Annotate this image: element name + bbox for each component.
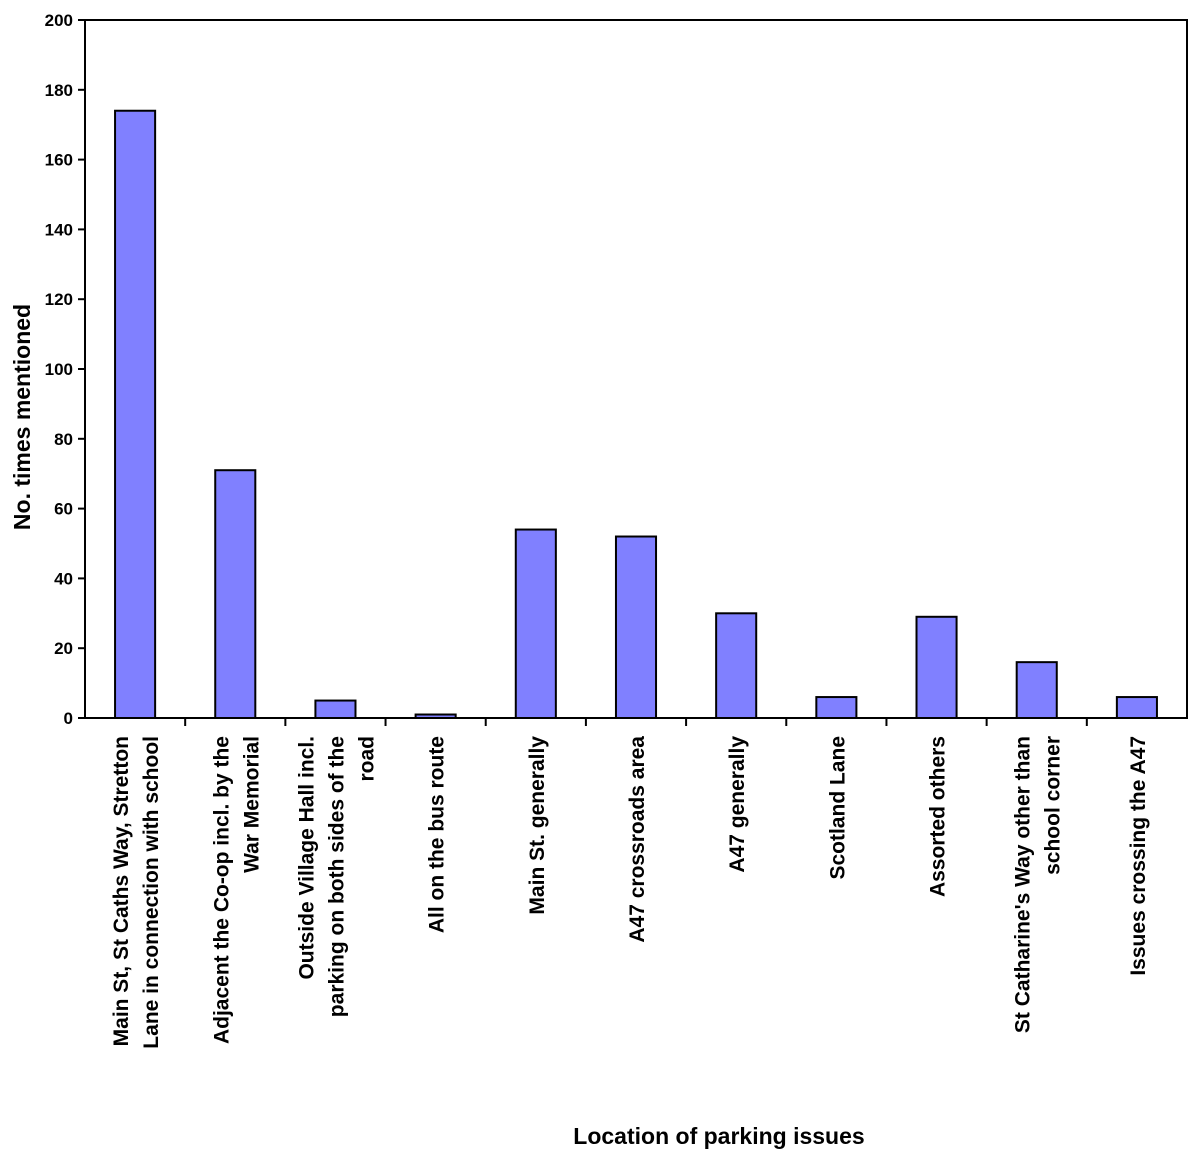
y-axis: 0 20 40 60 80 100 120 140 160 180 200 (45, 11, 85, 728)
bar (815, 696, 858, 719)
y-tick-label: 120 (45, 290, 73, 309)
category-label: school corner (1042, 736, 1065, 875)
bar (1115, 696, 1158, 719)
category-labels: Main St, St Caths Way, Stretton Lane in c… (110, 736, 1150, 1049)
category-label: War Memorial (240, 736, 263, 873)
bar (314, 699, 357, 719)
y-tick-label: 180 (45, 81, 73, 100)
category-label: road (355, 736, 378, 782)
category-label: A47 generally (726, 736, 749, 873)
bar (214, 469, 257, 719)
bar (915, 615, 958, 719)
bar (614, 535, 658, 720)
y-tick-label: 20 (54, 639, 73, 658)
y-tick-label: 100 (45, 360, 73, 379)
category-label: St Catharine's Way other than (1012, 736, 1035, 1033)
y-tick-label: 40 (54, 569, 73, 588)
category-label: A47 crossroads area (626, 736, 649, 943)
category-label: Adjacent the Co-op incl. by the (210, 736, 233, 1044)
bar (715, 612, 758, 719)
category-label: Assorted others (927, 736, 950, 897)
bars (114, 109, 1158, 720)
y-tick-label: 140 (45, 220, 73, 239)
x-axis (184, 718, 1088, 726)
category-label: Outside Village Hall incl. (295, 736, 318, 980)
category-label: Scotland Lane (826, 736, 849, 880)
y-tick-label: 160 (45, 151, 73, 170)
y-tick-label: 200 (45, 11, 73, 30)
category-label: Main St. generally (526, 736, 549, 915)
category-label: Lane in connection with school (140, 736, 163, 1049)
category-label: All on the bus route (426, 736, 449, 933)
y-tick-label: 80 (54, 430, 73, 449)
category-label: parking on both sides of the (325, 736, 348, 1017)
y-tick-label: 0 (64, 709, 73, 728)
category-label: Main St, St Caths Way, Stretton (110, 736, 133, 1046)
y-tick-label: 60 (54, 500, 73, 519)
bar (514, 528, 557, 719)
bar (1015, 661, 1058, 719)
category-label: Issues crossing the A47 (1127, 736, 1150, 976)
y-axis-title: No. times mentioned (9, 304, 35, 530)
bar (414, 713, 457, 720)
x-axis-title: Location of parking issues (573, 1123, 864, 1149)
bar (114, 109, 157, 720)
